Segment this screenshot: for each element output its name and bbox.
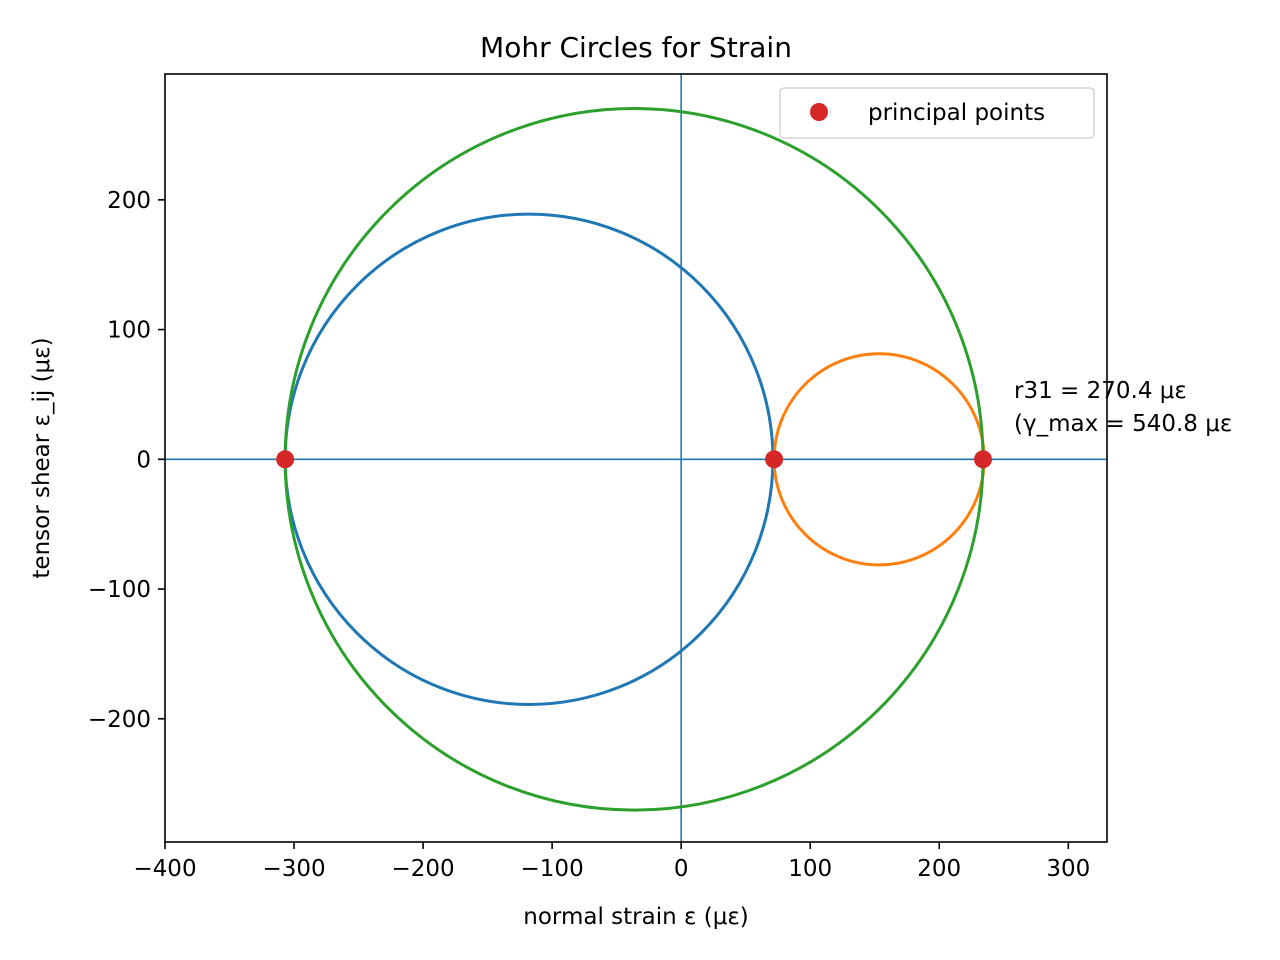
principal-point	[276, 450, 295, 469]
legend-label-principal-points: principal points	[868, 100, 1045, 126]
x-tick-label: −300	[262, 856, 325, 882]
principal-points-series	[276, 450, 992, 469]
y-tick-label: −100	[88, 577, 151, 603]
x-tick-label: 100	[788, 856, 832, 882]
y-tick-label: −200	[88, 707, 151, 733]
chart-title: Mohr Circles for Strain	[480, 31, 792, 64]
reference-lines	[165, 74, 1107, 842]
legend-box	[779, 87, 1095, 139]
axes-frame	[164, 73, 1108, 843]
y-tick-label: 0	[136, 447, 151, 473]
radius-annotation: r31 = 270.4 με (γ_max = 540.8 με	[1014, 378, 1232, 437]
legend-marker-principal-points	[810, 103, 828, 121]
x-tick-label: −100	[521, 856, 584, 882]
y-axis-label: tensor shear ε_ij (με)	[29, 337, 55, 578]
y-tick-label: 200	[107, 188, 151, 214]
x-tick-label: 0	[674, 856, 689, 882]
annotation-line-2: (γ_max = 540.8 με	[1014, 411, 1232, 437]
annotation-line-1: r31 = 270.4 με	[1014, 378, 1187, 404]
x-tick-label: 300	[1046, 856, 1090, 882]
x-axis-label: normal strain ε (με)	[523, 904, 749, 930]
y-axis-ticks: −200 −100 0 100 200	[88, 188, 165, 733]
principal-point	[765, 450, 784, 469]
x-tick-label: −400	[133, 856, 196, 882]
legend: principal points	[779, 87, 1095, 139]
x-tick-label: 200	[917, 856, 961, 882]
x-axis-ticks: −400 −300 −200 −100 0 100 200 300	[133, 842, 1090, 882]
plot-area	[164, 73, 1108, 843]
y-tick-label: 100	[107, 318, 151, 344]
principal-point	[973, 450, 992, 469]
x-tick-label: −200	[391, 856, 454, 882]
